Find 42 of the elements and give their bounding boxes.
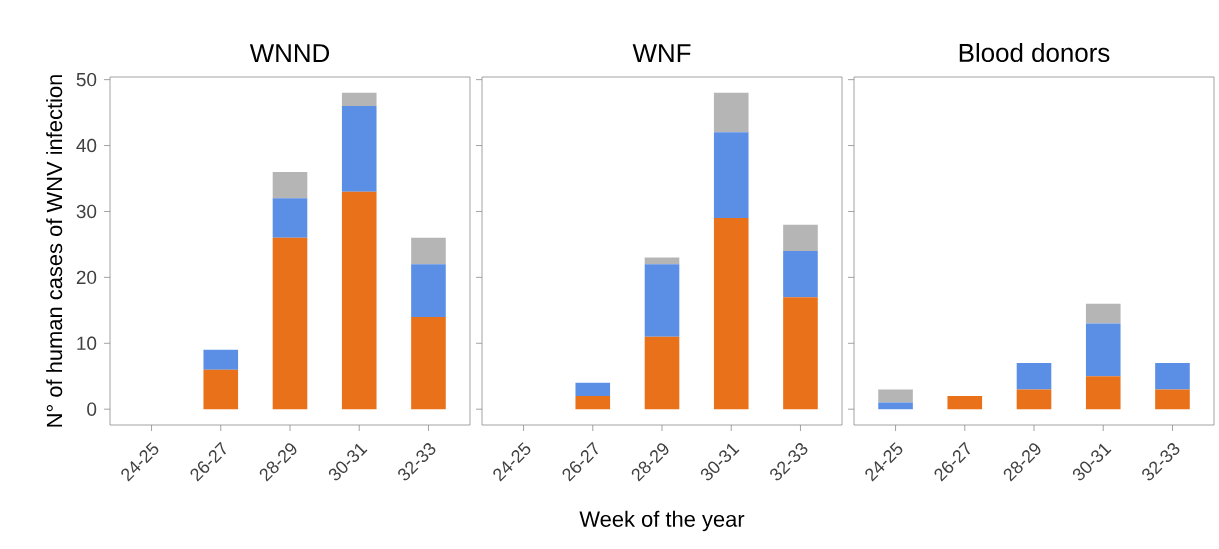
y-tick-label: 20 <box>76 270 97 285</box>
bar <box>1155 363 1190 390</box>
bar <box>411 264 446 317</box>
chart-title: Blood donors <box>959 42 1110 62</box>
bar <box>272 198 308 238</box>
bar <box>1085 376 1121 410</box>
y-tick-label: 0 <box>87 402 97 416</box>
bar <box>341 191 377 410</box>
bar <box>947 396 983 410</box>
bar <box>1085 323 1121 377</box>
bar <box>341 92 377 106</box>
x-axis-title: Week of the year <box>579 510 745 532</box>
bar <box>713 92 749 133</box>
bar <box>1016 389 1052 410</box>
bar <box>644 336 680 410</box>
bar <box>1016 363 1052 390</box>
bar <box>203 349 239 370</box>
bar <box>713 132 749 219</box>
y-tick-label: 40 <box>76 138 97 153</box>
bar <box>272 171 308 199</box>
bar <box>878 389 913 403</box>
bar <box>783 297 818 410</box>
bar <box>783 224 818 251</box>
bar <box>411 237 446 265</box>
bar <box>411 316 446 410</box>
bar <box>575 396 611 410</box>
bar <box>644 264 680 337</box>
y-tick-label: 50 <box>76 72 97 87</box>
bar <box>713 218 749 410</box>
bar <box>878 402 913 410</box>
y-tick-label: 30 <box>76 204 97 219</box>
chart-title: WNF <box>632 44 691 62</box>
bar <box>203 369 239 410</box>
y-axis-title: N° of human cases of WNV infection <box>46 75 63 427</box>
bar <box>341 106 377 192</box>
chart-title: WNND <box>249 44 330 62</box>
bar <box>1155 389 1190 410</box>
y-tick-label: 10 <box>77 336 97 350</box>
bar <box>272 237 308 410</box>
bar <box>783 251 818 298</box>
bar <box>1085 303 1121 324</box>
bar <box>575 382 611 396</box>
